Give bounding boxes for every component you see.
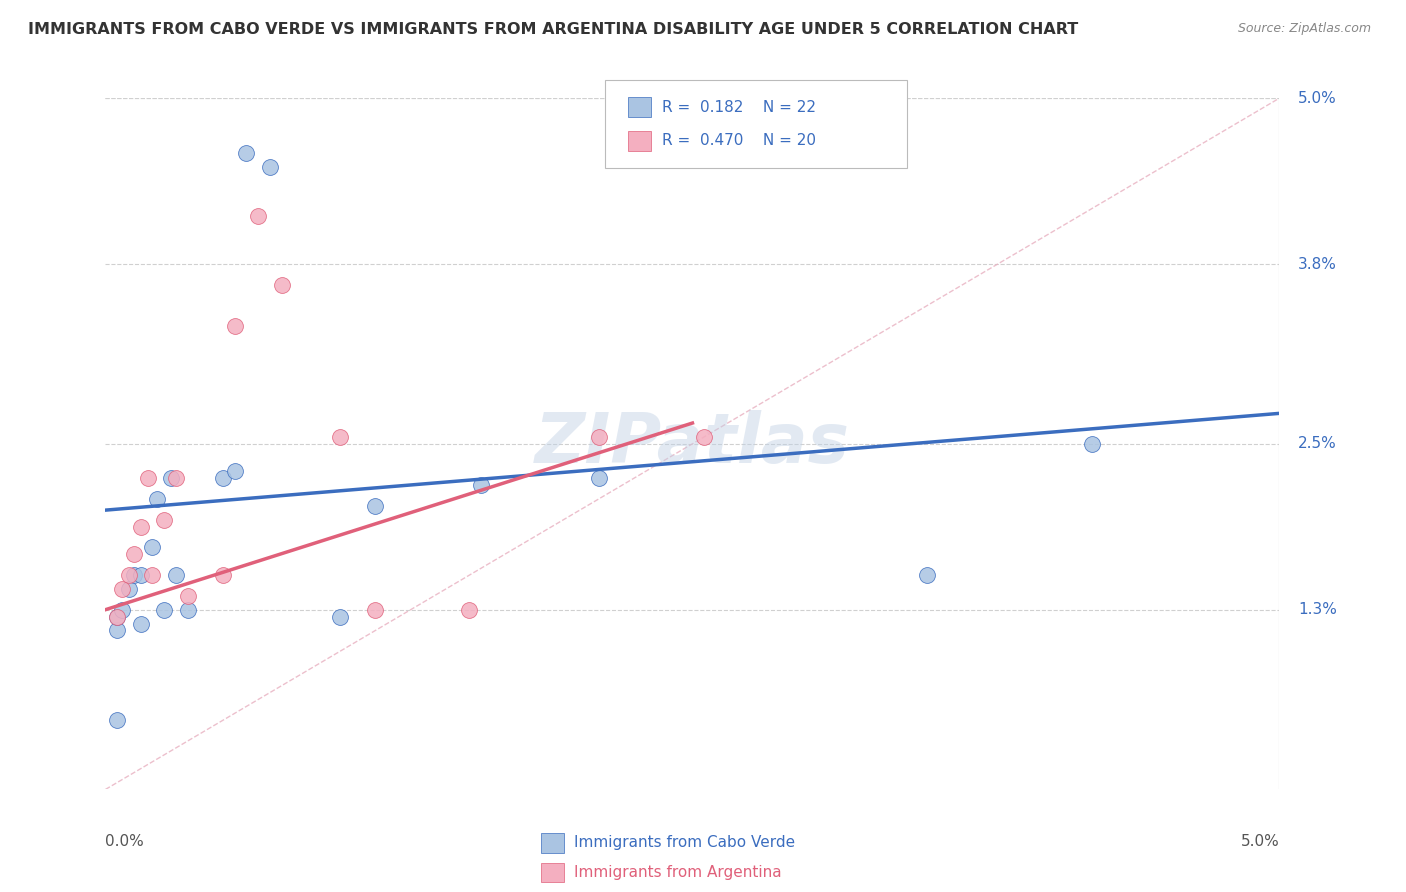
Point [364,603,387,617]
Point [364,499,387,513]
Point [129,519,152,533]
Text: Immigrants from Argentina: Immigrants from Argentina [574,865,782,880]
Point [588,471,610,485]
Text: 0.0%: 0.0% [105,834,145,848]
Point [153,513,176,527]
Point [211,471,233,485]
Point [105,714,128,728]
Point [211,568,233,582]
Text: Immigrants from Cabo Verde: Immigrants from Cabo Verde [574,836,794,850]
Text: ZIPatlas: ZIPatlas [534,410,851,477]
Point [917,568,939,582]
Point [118,582,141,596]
Point [122,548,145,562]
Point [247,209,270,223]
Point [105,609,128,624]
Point [105,609,128,624]
Point [224,319,246,334]
Point [129,568,152,582]
Point [129,616,152,631]
Point [693,430,716,444]
Point [122,568,145,582]
Text: Source: ZipAtlas.com: Source: ZipAtlas.com [1237,22,1371,36]
Text: 3.8%: 3.8% [1298,257,1337,271]
Point [176,589,198,603]
Point [329,430,352,444]
Point [1080,437,1102,451]
Point [259,161,281,175]
Point [118,568,141,582]
Text: R =  0.470    N = 20: R = 0.470 N = 20 [662,134,817,148]
Text: IMMIGRANTS FROM CABO VERDE VS IMMIGRANTS FROM ARGENTINA DISABILITY AGE UNDER 5 C: IMMIGRANTS FROM CABO VERDE VS IMMIGRANTS… [28,22,1078,37]
Point [141,541,163,555]
Point [176,603,198,617]
Point [160,471,183,485]
Point [111,603,134,617]
Point [105,624,128,638]
Point [458,603,481,617]
Point [588,430,610,444]
Point [141,568,163,582]
Text: 5.0%: 5.0% [1298,91,1337,105]
Point [111,582,134,596]
Point [165,471,187,485]
Point [165,568,187,582]
Point [146,492,169,507]
Point [470,478,492,492]
Point [235,146,257,161]
Point [270,277,292,292]
Point [136,471,159,485]
Text: 5.0%: 5.0% [1240,834,1279,848]
Text: R =  0.182    N = 22: R = 0.182 N = 22 [662,100,817,114]
Point [329,609,352,624]
Text: 1.3%: 1.3% [1298,602,1337,617]
Point [224,465,246,479]
Text: 2.5%: 2.5% [1298,436,1337,451]
Point [153,603,176,617]
